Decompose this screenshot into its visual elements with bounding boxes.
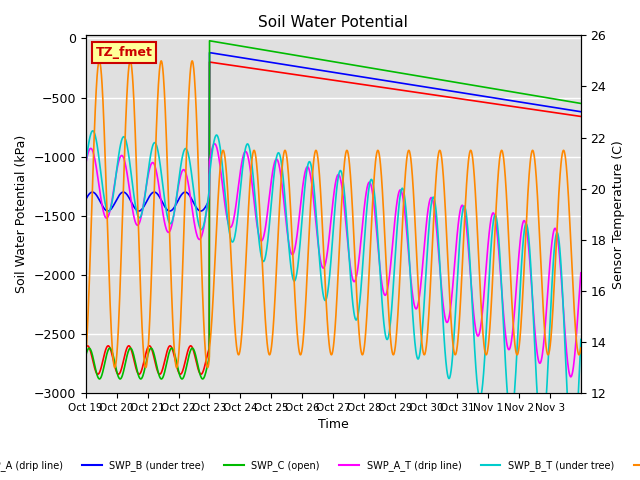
Legend: SWP_A (drip line), SWP_B (under tree), SWP_C (open), SWP_A_T (drip line), SWP_B_: SWP_A (drip line), SWP_B (under tree), S… (0, 456, 640, 475)
X-axis label: Time: Time (318, 419, 349, 432)
Y-axis label: Sensor Temperature (C): Sensor Temperature (C) (612, 140, 625, 288)
Y-axis label: Soil Water Potential (kPa): Soil Water Potential (kPa) (15, 135, 28, 293)
Text: TZ_fmet: TZ_fmet (95, 46, 152, 59)
Title: Soil Water Potential: Soil Water Potential (259, 15, 408, 30)
